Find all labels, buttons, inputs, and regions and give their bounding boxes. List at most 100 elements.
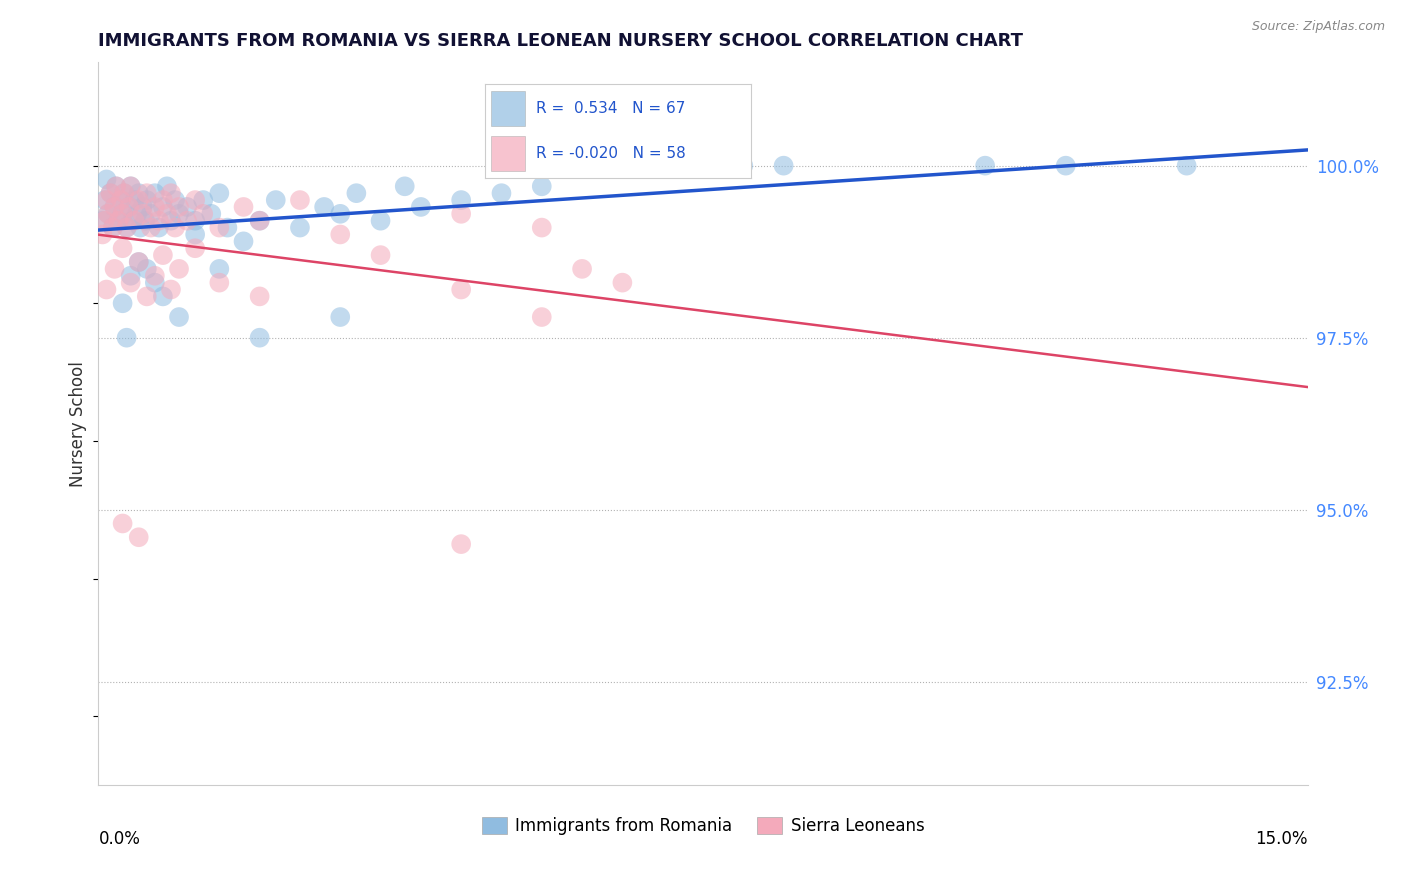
Text: 15.0%: 15.0% (1256, 830, 1308, 847)
Point (101, 220, 124, 235)
Point (128, 255, 150, 269)
Point (121, 213, 143, 227)
Point (134, 213, 156, 227)
Point (329, 227, 352, 242)
Point (111, 296, 134, 310)
Point (288, 193, 311, 207)
Point (208, 186, 231, 201)
Point (160, 186, 183, 201)
Point (148, 213, 170, 227)
Point (100, 186, 122, 201)
Point (156, 207, 179, 221)
Point (139, 220, 162, 235)
Point (530, 310, 553, 324)
Point (152, 200, 174, 214)
Point (111, 207, 134, 221)
Point (103, 200, 125, 214)
Point (176, 213, 198, 227)
Point (249, 289, 271, 303)
Point (91, 227, 114, 242)
Point (772, 159, 794, 173)
Point (152, 248, 174, 262)
Point (129, 220, 152, 235)
Point (128, 530, 150, 544)
Point (193, 193, 215, 207)
Point (128, 255, 150, 269)
Point (107, 213, 129, 227)
Point (120, 268, 142, 283)
Point (232, 200, 254, 214)
Point (101, 220, 124, 235)
Point (115, 331, 138, 345)
Point (530, 220, 553, 235)
Point (176, 200, 198, 214)
Text: IMMIGRANTS FROM ROMANIA VS SIERRA LEONEAN NURSERY SCHOOL CORRELATION CHART: IMMIGRANTS FROM ROMANIA VS SIERRA LEONEA… (98, 32, 1024, 50)
Y-axis label: Nursery School: Nursery School (69, 360, 87, 487)
Point (184, 241, 207, 255)
Point (288, 220, 311, 235)
Point (115, 220, 138, 235)
Text: Source: ZipAtlas.com: Source: ZipAtlas.com (1251, 20, 1385, 33)
Point (110, 193, 132, 207)
Point (167, 207, 190, 221)
Point (314, 200, 336, 214)
Point (103, 261, 125, 276)
Point (491, 186, 513, 201)
Point (160, 283, 183, 297)
Point (409, 200, 432, 214)
Point (329, 310, 352, 324)
Point (156, 179, 179, 194)
Point (163, 193, 186, 207)
Point (370, 248, 392, 262)
Point (120, 276, 142, 290)
Point (450, 193, 472, 207)
Point (530, 179, 553, 194)
Point (184, 213, 207, 227)
Point (344, 186, 367, 201)
Point (249, 213, 271, 227)
Point (143, 276, 166, 290)
Point (612, 276, 634, 290)
Point (184, 193, 207, 207)
Point (370, 213, 392, 227)
Point (94, 193, 117, 207)
Point (450, 207, 472, 221)
Point (97, 207, 120, 221)
Point (167, 310, 190, 324)
Point (135, 186, 157, 201)
Point (1175, 159, 1198, 173)
Point (208, 276, 231, 290)
Point (217, 220, 239, 235)
Point (394, 179, 416, 194)
Point (105, 179, 128, 194)
Point (110, 193, 132, 207)
Point (167, 200, 190, 214)
Point (152, 193, 174, 207)
Point (97, 207, 120, 221)
Point (143, 200, 166, 214)
Point (112, 186, 135, 201)
Point (111, 207, 134, 221)
Point (132, 207, 155, 221)
Point (135, 261, 157, 276)
Point (124, 213, 146, 227)
Point (208, 220, 231, 235)
Point (118, 200, 141, 214)
Point (103, 200, 125, 214)
Point (329, 207, 352, 221)
Point (135, 193, 157, 207)
Point (184, 227, 207, 242)
Point (107, 213, 129, 227)
Point (132, 200, 155, 214)
Point (111, 241, 134, 255)
Point (200, 207, 222, 221)
Point (143, 268, 166, 283)
Point (163, 220, 186, 235)
Point (249, 213, 271, 227)
Point (232, 235, 254, 249)
Point (100, 186, 122, 201)
Point (112, 186, 135, 201)
Point (450, 283, 472, 297)
Point (160, 213, 183, 227)
Point (120, 179, 142, 194)
